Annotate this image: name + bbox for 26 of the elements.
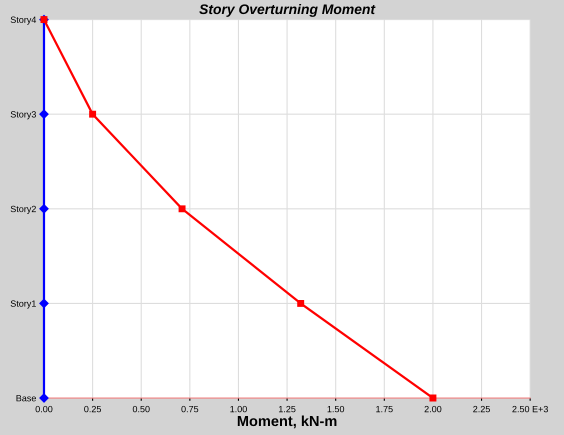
- point: [429, 394, 436, 402]
- point: [39, 393, 49, 403]
- chart-title: Story Overturning Moment: [199, 4, 376, 17]
- x-tick-label: 1.00: [230, 406, 247, 412]
- x-axis-title: Moment, kN-m: [238, 415, 336, 428]
- y-tick-label: Story1: [10, 300, 36, 309]
- x-tick-label: 2.00: [424, 406, 442, 412]
- y-tick-label: Base: [16, 395, 36, 402]
- point: [178, 205, 186, 212]
- point: [39, 110, 49, 119]
- x-tick-label: 2.50 E+3: [512, 406, 548, 412]
- y-tick-label: Story4: [10, 16, 36, 25]
- x-tick-label: 0.25: [84, 406, 102, 412]
- x-tick-label: 1.75: [376, 406, 393, 412]
- x-tick-label: 0.00: [36, 406, 52, 412]
- point: [39, 204, 49, 214]
- y-tick-label: Story3: [10, 111, 36, 120]
- x-tick-label: 1.25: [278, 406, 296, 412]
- point: [89, 110, 96, 118]
- y-tick-label: Story2: [10, 206, 36, 214]
- point: [39, 298, 49, 308]
- x-tick-label: 2.25: [473, 406, 490, 412]
- x-tick-label: 0.50: [132, 406, 150, 412]
- point: [297, 300, 304, 307]
- x-tick-label: 1.50: [328, 406, 344, 412]
- x-tick-label: 0.75: [181, 406, 198, 412]
